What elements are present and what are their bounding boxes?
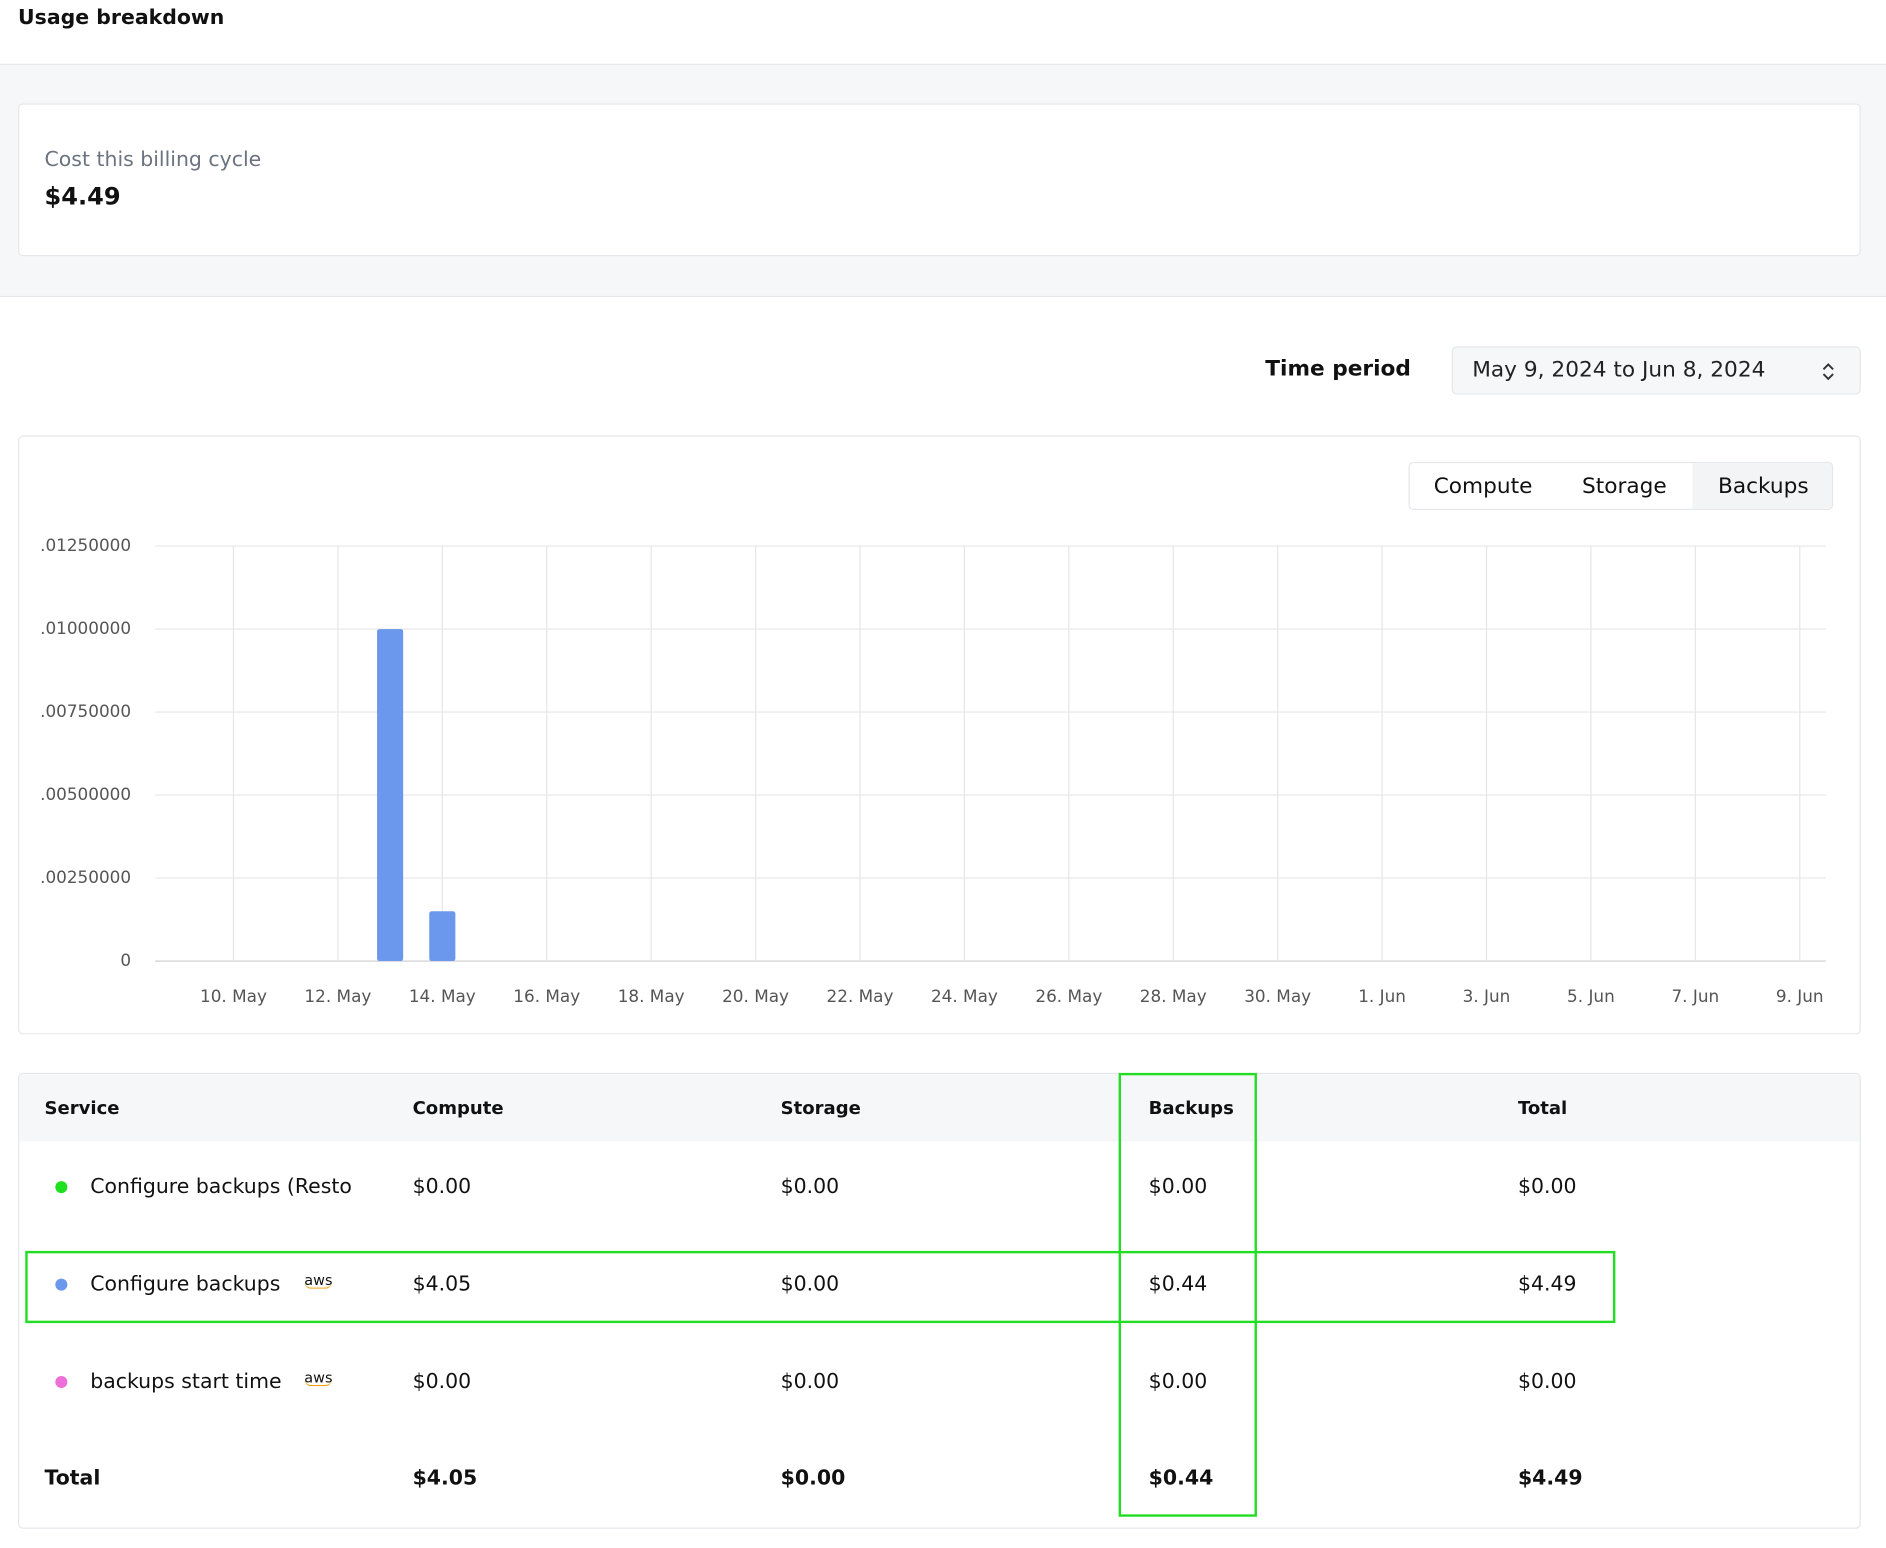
time-period-value: May 9, 2024 to Jun 8, 2024 — [1472, 357, 1766, 383]
cost-cell: $0.00 — [1148, 1370, 1208, 1395]
usage-table: Service Compute Storage Backups Total Co… — [18, 1072, 1861, 1529]
select-chevron — [1822, 363, 1834, 381]
column-header: Storage — [780, 1096, 861, 1119]
x-tick-label: 30. May — [1244, 986, 1311, 1006]
x-tick-label: 12. May — [304, 986, 371, 1006]
cost-value: $4.49 — [44, 181, 121, 211]
cost-label: Cost this billing cycle — [44, 147, 262, 173]
cost-cell: $0.44 — [1148, 1272, 1208, 1297]
status-dot — [55, 1181, 68, 1194]
y-tick-label: .01250000 — [40, 535, 131, 555]
column-header: Total — [1517, 1096, 1568, 1119]
total-label: Total — [44, 1466, 101, 1491]
x-tick-label: 7. Jun — [1671, 986, 1719, 1006]
cost-cell: $0.00 — [1517, 1370, 1577, 1395]
total-cell: $4.49 — [1517, 1466, 1583, 1491]
y-tick-label: .01000000 — [40, 618, 131, 638]
cost-cell: $0.00 — [1148, 1175, 1208, 1200]
table-header: Service Compute Storage Backups Total — [19, 1074, 1860, 1142]
x-tick-label: 14. May — [409, 986, 476, 1006]
chart-card — [18, 435, 1861, 1035]
x-tick-label: 1. Jun — [1358, 986, 1406, 1006]
tab-active[interactable]: Backups — [1692, 463, 1832, 509]
highlight-column — [1118, 1072, 1257, 1517]
x-tick-label: 20. May — [722, 986, 789, 1006]
cost-cell: $0.00 — [780, 1272, 840, 1297]
aws-badge: aws — [304, 1271, 333, 1289]
x-tick-label: 16. May — [513, 986, 580, 1006]
column-header: Compute — [412, 1096, 504, 1119]
total-cell: $0.00 — [780, 1466, 846, 1491]
cost-cell: $0.00 — [1517, 1175, 1577, 1200]
cost-card: Cost this billing cycle $4.49 — [18, 103, 1861, 257]
chart: 0 .00250000 .00500000 .00750000 .01000000 .01… — [40, 535, 1826, 1006]
status-dot — [55, 1376, 68, 1389]
x-tick-label: 26. May — [1035, 986, 1102, 1006]
y-tick-label: .00500000 — [40, 784, 131, 804]
y-tick-label: .00250000 — [40, 867, 131, 887]
x-tick-label: 18. May — [618, 986, 685, 1006]
x-tick-label: 28. May — [1140, 986, 1207, 1006]
cost-cell: $4.49 — [1517, 1272, 1577, 1297]
tab[interactable]: Storage — [1582, 473, 1667, 500]
x-tick-label: 5. Jun — [1567, 986, 1615, 1006]
cost-cell: $0.00 — [412, 1175, 472, 1200]
x-tick-label: 10. May — [200, 986, 267, 1006]
status-dot — [55, 1278, 68, 1291]
cost-cell: $0.00 — [412, 1370, 472, 1395]
tab-group: Compute Storage Backups — [1408, 461, 1834, 510]
page-title: Usage breakdown — [18, 6, 225, 31]
x-tick-label: 24. May — [931, 986, 998, 1006]
service-name: Configure backups — [90, 1272, 281, 1297]
column-header: Backups — [1148, 1096, 1234, 1119]
cost-cell: $0.00 — [780, 1370, 840, 1395]
x-tick-label: 22. May — [827, 986, 894, 1006]
time-period-label: Time period — [1265, 356, 1411, 382]
tab[interactable]: Compute — [1433, 473, 1533, 500]
total-cell: $0.44 — [1148, 1466, 1214, 1491]
y-tick-label: 0 — [120, 950, 131, 970]
bar — [429, 911, 456, 962]
highlight-row — [25, 1250, 1616, 1324]
column-header: Service — [44, 1096, 120, 1119]
y-tick-label: .00750000 — [40, 701, 131, 721]
service-name: Configure backups (Resto — [90, 1175, 352, 1200]
bar — [377, 629, 404, 962]
header-bar: Usage breakdown — [0, 0, 1886, 65]
cost-cell: $0.00 — [780, 1175, 840, 1200]
time-period-select[interactable]: May 9, 2024 to Jun 8, 2024 — [1451, 346, 1861, 395]
service-name: backups start time — [90, 1370, 282, 1395]
cost-cell: $4.05 — [412, 1272, 472, 1297]
total-cell: $4.05 — [412, 1466, 478, 1491]
x-tick-label: 9. Jun — [1776, 986, 1824, 1006]
x-tick-label: 3. Jun — [1463, 986, 1511, 1006]
aws-badge: aws — [304, 1369, 333, 1387]
